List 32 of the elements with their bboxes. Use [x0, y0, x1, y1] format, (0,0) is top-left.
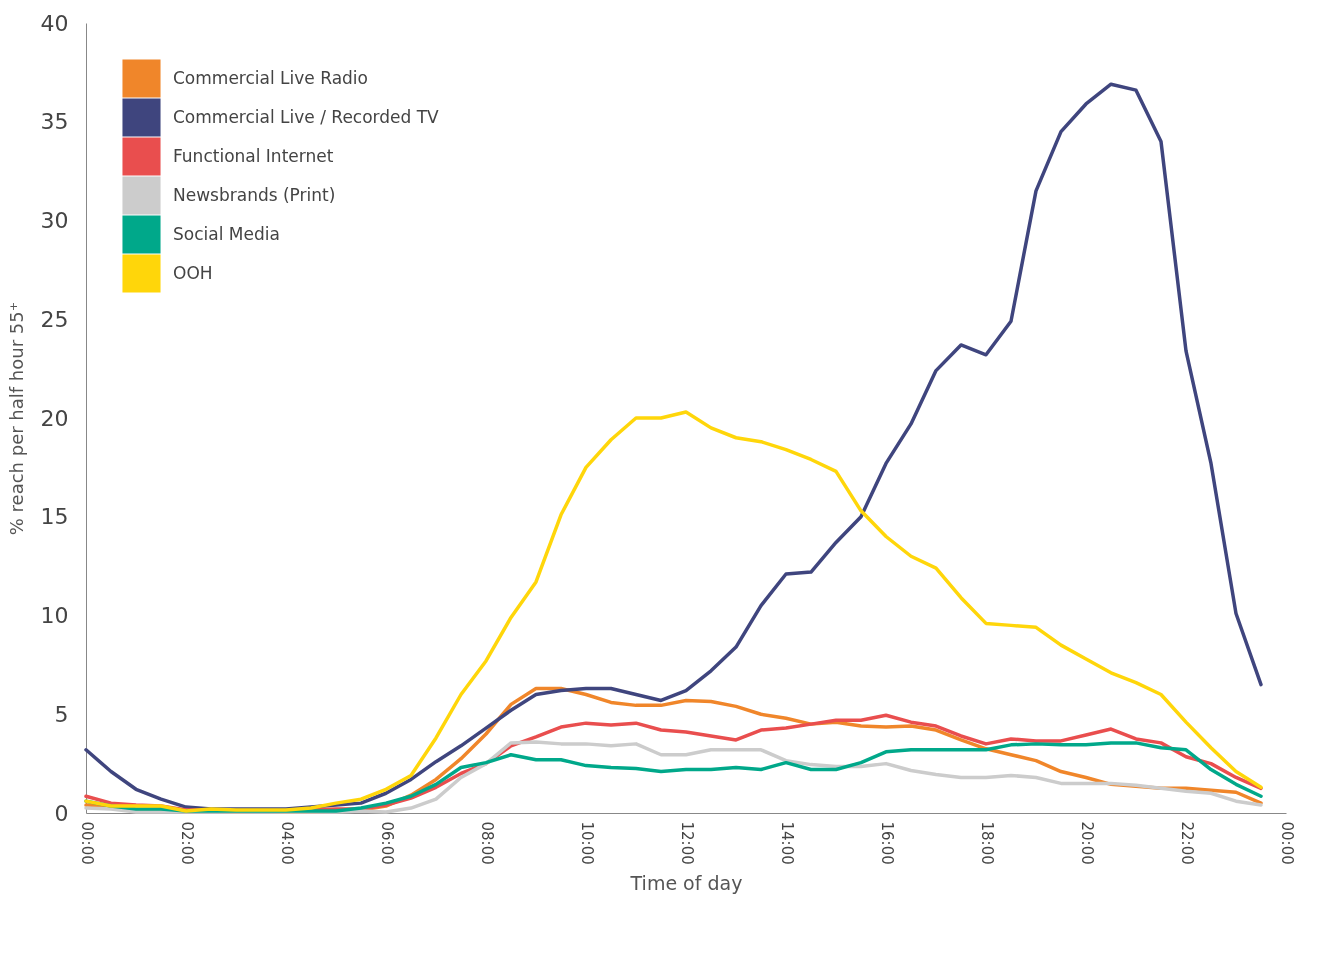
- legend-label: Commercial Live / Recorded TV: [173, 106, 440, 127]
- x-tick-label: 08:00: [477, 821, 496, 865]
- legend-label: OOH: [173, 262, 213, 283]
- x-tick-label: 22:00: [1177, 821, 1196, 865]
- line-series: [84, 410, 1263, 813]
- legend-label: Newsbrands (Print): [173, 184, 336, 205]
- x-tick-label: 00:00: [77, 821, 96, 865]
- x-tick-label: 02:00: [177, 821, 196, 865]
- x-tick-label: 06:00: [377, 821, 396, 865]
- y-tick-label: 30: [40, 208, 69, 233]
- y-axis-title: % reach per half hour 55⁺: [5, 301, 27, 536]
- x-tick-label: 10:00: [577, 821, 596, 865]
- x-tick-label: 00:00: [1277, 821, 1296, 865]
- y-tick-label: 5: [54, 701, 69, 727]
- y-tick-label: 25: [40, 306, 69, 332]
- legend-label: Social Media: [173, 223, 280, 244]
- x-tick-label: 20:00: [1077, 821, 1096, 865]
- legend-label: Commercial Live Radio: [173, 67, 368, 88]
- x-tick-label: 12:00: [677, 821, 696, 865]
- y-tick-label: 40: [40, 10, 69, 36]
- x-tick-label: 18:00: [977, 821, 996, 865]
- x-axis-title: Time of day: [629, 871, 743, 894]
- x-tick-label: 14:00: [777, 821, 796, 865]
- x-tick-label: 04:00: [277, 821, 296, 865]
- y-tick-label: 20: [40, 405, 69, 431]
- y-tick-label: 15: [40, 504, 69, 530]
- legend-label: Functional Internet: [173, 145, 334, 166]
- line-series: [84, 82, 1263, 811]
- y-tick-label: 35: [40, 109, 69, 135]
- y-tick-label: 0: [54, 800, 69, 826]
- y-tick-label: 10: [40, 603, 69, 628]
- x-tick-label: 16:00: [877, 821, 896, 865]
